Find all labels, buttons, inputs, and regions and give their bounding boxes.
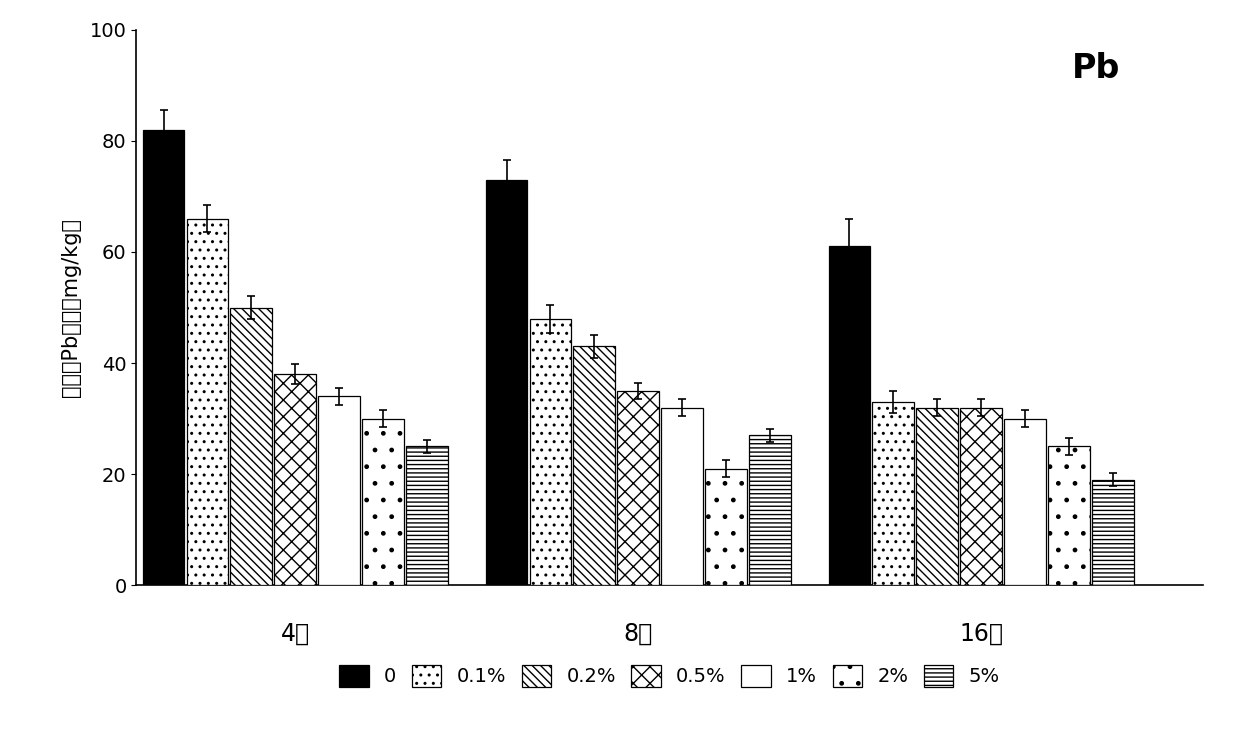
Bar <box>1048 446 1090 585</box>
Bar <box>274 374 316 585</box>
Bar <box>828 247 870 585</box>
Bar <box>143 130 185 585</box>
Bar <box>573 347 615 585</box>
Bar <box>362 419 404 585</box>
Legend: 0, 0.1%, 0.2%, 0.5%, 1%, 2%, 5%: 0, 0.1%, 0.2%, 0.5%, 1%, 2%, 5% <box>334 659 1006 692</box>
Bar <box>486 180 527 585</box>
Bar <box>1092 480 1133 585</box>
Bar <box>960 408 1002 585</box>
Bar <box>1004 419 1047 585</box>
Bar <box>407 446 448 585</box>
Bar <box>618 391 660 585</box>
Bar <box>706 469 746 585</box>
Bar <box>231 308 273 585</box>
Bar <box>529 319 572 585</box>
Text: 4周: 4周 <box>280 622 310 645</box>
Bar <box>916 408 959 585</box>
Text: Pb: Pb <box>1071 52 1121 85</box>
Bar <box>661 408 703 585</box>
Bar <box>873 402 914 585</box>
Bar <box>186 219 228 585</box>
Bar <box>749 435 791 585</box>
Bar <box>319 396 360 585</box>
Text: 8周: 8周 <box>624 622 653 645</box>
Y-axis label: 有效态Pb含量（mg/kg）: 有效态Pb含量（mg/kg） <box>62 218 82 397</box>
Text: 16周: 16周 <box>960 622 1003 645</box>
